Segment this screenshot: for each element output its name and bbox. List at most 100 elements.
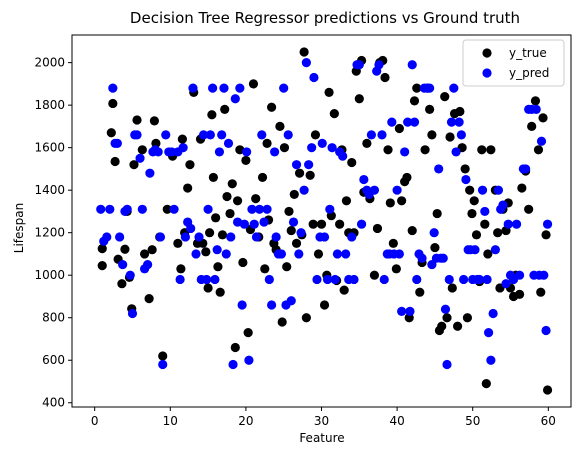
data-point-y-true bbox=[289, 189, 299, 200]
data-point-y-true bbox=[527, 121, 537, 132]
data-point-y-true bbox=[380, 72, 390, 83]
data-point-y-true bbox=[232, 196, 243, 206]
data-point-y-true bbox=[173, 238, 183, 248]
data-point-y-true bbox=[308, 219, 318, 229]
data-point-y-pred bbox=[498, 200, 508, 210]
data-point-y-pred bbox=[247, 204, 257, 214]
data-point-y-true bbox=[284, 206, 294, 217]
data-point-y-pred bbox=[217, 130, 227, 140]
data-point-y-true bbox=[493, 228, 503, 238]
data-point-y-true bbox=[517, 183, 527, 193]
data-point-y-pred bbox=[379, 274, 389, 285]
data-point-y-pred bbox=[470, 245, 480, 255]
data-point-y-pred bbox=[180, 232, 191, 242]
data-point-y-pred bbox=[267, 300, 277, 310]
data-point-y-true bbox=[144, 293, 154, 304]
data-point-y-true bbox=[208, 172, 218, 183]
data-point-y-pred bbox=[242, 147, 252, 157]
x-axis-title: Feature bbox=[299, 431, 344, 445]
data-point-y-pred bbox=[210, 274, 220, 285]
data-point-y-true bbox=[110, 156, 120, 167]
data-point-y-pred bbox=[327, 143, 337, 153]
data-point-y-pred bbox=[486, 355, 496, 365]
data-point-y-true bbox=[310, 130, 321, 140]
data-point-y-true bbox=[267, 102, 277, 112]
x-tick-label: 20 bbox=[238, 414, 253, 428]
data-point-y-pred bbox=[319, 232, 330, 242]
data-point-y-pred bbox=[259, 217, 269, 227]
data-point-y-true bbox=[162, 204, 172, 214]
data-point-y-pred bbox=[105, 204, 115, 214]
y-tick-label: 1600 bbox=[34, 141, 65, 155]
data-point-y-true bbox=[201, 247, 211, 257]
y-tick-label: 1400 bbox=[34, 183, 65, 197]
data-point-y-pred bbox=[237, 300, 247, 310]
data-point-y-true bbox=[354, 94, 364, 104]
data-point-y-true bbox=[286, 225, 296, 236]
x-tick-label: 50 bbox=[465, 414, 480, 428]
data-point-y-true bbox=[437, 321, 447, 331]
data-point-y-pred bbox=[330, 274, 340, 285]
data-point-y-pred bbox=[332, 249, 342, 259]
x-tick-label: 30 bbox=[314, 414, 329, 428]
data-point-y-pred bbox=[264, 274, 274, 285]
data-point-y-pred bbox=[112, 138, 122, 149]
data-point-y-true bbox=[469, 196, 479, 206]
data-point-y-true bbox=[383, 145, 393, 155]
data-point-y-true bbox=[335, 219, 345, 229]
data-point-y-pred bbox=[296, 228, 306, 238]
legend-marker-y-pred bbox=[482, 68, 492, 78]
data-point-y-pred bbox=[226, 232, 236, 242]
data-point-y-pred bbox=[403, 117, 413, 127]
data-point-y-true bbox=[215, 287, 225, 297]
data-point-y-pred bbox=[279, 83, 289, 93]
data-point-y-true bbox=[158, 351, 168, 361]
data-point-y-true bbox=[147, 245, 157, 255]
data-point-y-true bbox=[442, 313, 452, 323]
data-point-y-true bbox=[132, 115, 142, 125]
data-point-y-pred bbox=[143, 259, 153, 270]
x-tick-label: 0 bbox=[91, 414, 99, 428]
data-point-y-true bbox=[205, 228, 215, 238]
data-point-y-pred bbox=[442, 359, 452, 370]
data-point-y-true bbox=[477, 145, 487, 155]
data-point-y-pred bbox=[405, 306, 415, 316]
data-point-y-pred bbox=[407, 60, 417, 70]
x-tick-label: 10 bbox=[163, 414, 178, 428]
data-point-y-pred bbox=[488, 308, 498, 319]
data-point-y-true bbox=[257, 172, 268, 183]
data-point-y-pred bbox=[397, 306, 407, 316]
data-point-y-pred bbox=[208, 83, 218, 93]
data-point-y-pred bbox=[449, 83, 459, 93]
data-point-y-pred bbox=[283, 130, 293, 140]
data-point-y-pred bbox=[387, 117, 397, 127]
legend-label-y-true: y_true bbox=[509, 46, 547, 60]
data-point-y-pred bbox=[454, 117, 464, 127]
data-point-y-true bbox=[409, 96, 420, 106]
data-point-y-pred bbox=[456, 130, 466, 140]
data-point-y-pred bbox=[299, 185, 309, 195]
data-point-y-pred bbox=[446, 117, 457, 127]
data-point-y-pred bbox=[271, 232, 281, 242]
data-point-y-pred bbox=[325, 204, 335, 214]
data-point-y-true bbox=[139, 249, 150, 259]
data-point-y-pred bbox=[400, 147, 410, 157]
data-point-y-pred bbox=[317, 138, 327, 149]
data-point-y-pred bbox=[212, 245, 222, 255]
data-point-y-true bbox=[213, 262, 223, 272]
data-point-y-true bbox=[385, 198, 395, 208]
data-point-y-true bbox=[407, 225, 417, 236]
data-point-y-pred bbox=[434, 164, 444, 174]
data-point-y-pred bbox=[304, 160, 314, 170]
data-point-y-pred bbox=[359, 174, 369, 185]
data-point-y-pred bbox=[137, 204, 147, 214]
data-point-y-true bbox=[329, 109, 339, 119]
data-point-y-pred bbox=[135, 153, 145, 163]
data-point-y-true bbox=[294, 168, 305, 178]
data-point-y-pred bbox=[474, 274, 485, 285]
data-point-y-true bbox=[465, 185, 475, 195]
y-tick-label: 800 bbox=[42, 311, 65, 325]
data-point-y-pred bbox=[501, 279, 511, 289]
data-point-y-true bbox=[460, 164, 470, 174]
data-point-y-true bbox=[316, 219, 327, 229]
